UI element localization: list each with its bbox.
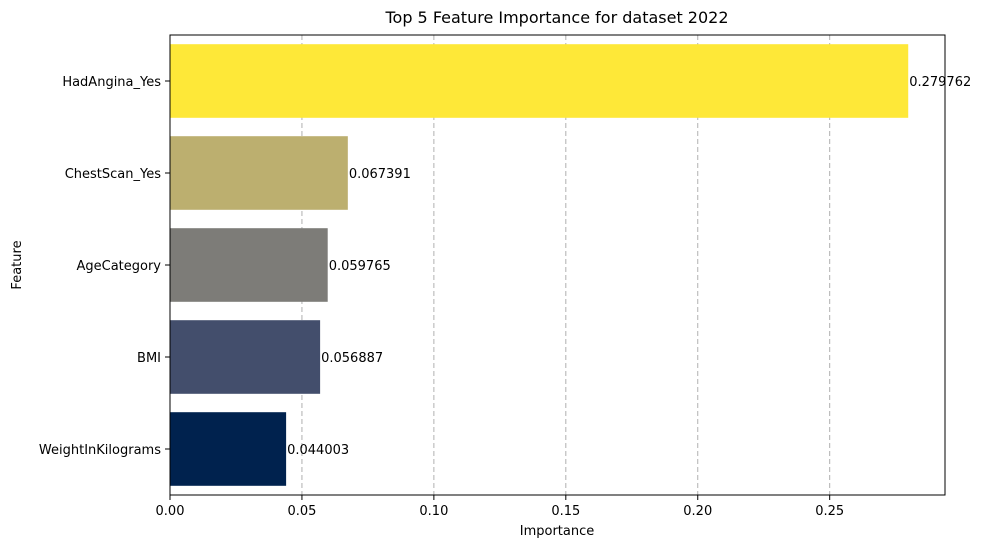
bar-value-label: 0.059765	[329, 259, 391, 274]
x-axis-ticks: 0.00 0.05 0.10 0.15 0.20 0.25	[156, 495, 844, 519]
bar	[170, 412, 287, 486]
y-tick-label: BMI	[137, 351, 161, 366]
bar-value-label: 0.056887	[321, 351, 383, 366]
bar-value-label: 0.279762	[909, 75, 971, 90]
x-tick-label: 0.10	[419, 504, 448, 519]
y-axis-ticks: WeightInKilograms BMI AgeCategory ChestScan…	[39, 75, 170, 458]
y-axis-title: Feature	[10, 240, 25, 289]
chart-title: Top 5 Feature Importance for dataset 202…	[384, 8, 728, 27]
x-tick-label: 0.25	[815, 504, 844, 519]
y-tick-label: ChestScan_Yes	[65, 167, 162, 182]
x-tick-label: 0.15	[551, 504, 580, 519]
bars	[170, 44, 909, 486]
bar-value-label: 0.044003	[287, 443, 349, 458]
x-axis-title: Importance	[520, 524, 595, 539]
bar	[170, 320, 321, 394]
y-tick-label: HadAngina_Yes	[62, 75, 161, 90]
bar	[170, 136, 348, 210]
bar	[170, 228, 328, 302]
bar-value-label: 0.067391	[349, 167, 411, 182]
y-tick-label: WeightInKilograms	[39, 443, 161, 458]
x-tick-label: 0.00	[156, 504, 185, 519]
x-tick-label: 0.20	[683, 504, 712, 519]
x-tick-label: 0.05	[287, 504, 316, 519]
value-labels: 0.044003 0.056887 0.059765 0.067391 0.279762	[287, 75, 971, 458]
bar	[170, 44, 909, 118]
y-tick-label: AgeCategory	[76, 259, 161, 274]
